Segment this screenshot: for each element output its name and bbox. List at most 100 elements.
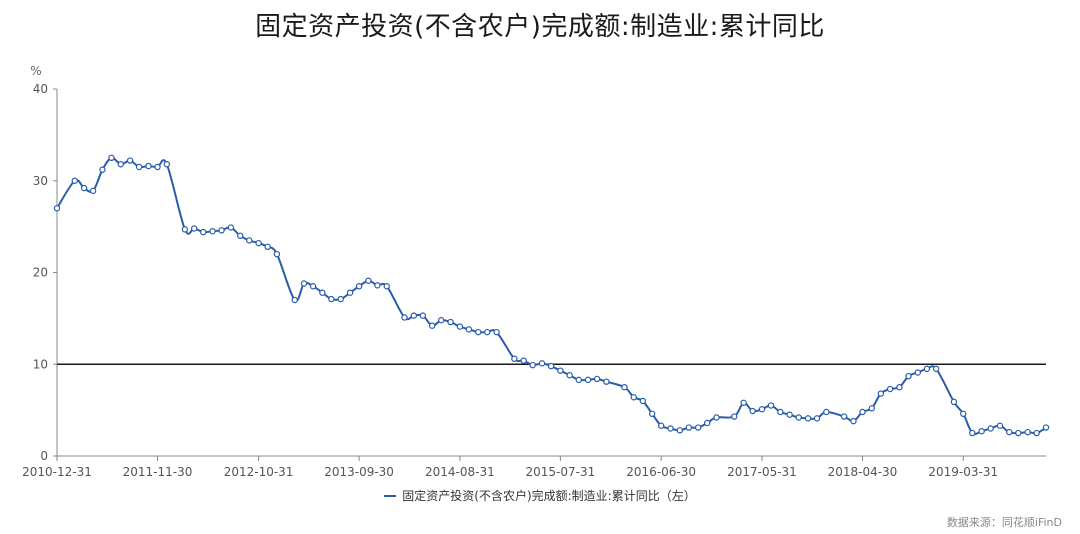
data-point [1006,428,1013,436]
data-point [218,227,225,234]
data-point [914,369,922,376]
data-point [767,402,775,409]
data-point [923,365,931,373]
data-point [337,295,344,303]
data-point [227,224,235,231]
data-point [713,414,720,421]
data-point [1042,424,1050,431]
data-point [603,378,610,385]
x-tick-label: 2014-08-31 [425,465,495,479]
data-point [365,277,372,284]
data-point [621,383,628,391]
data-point [493,328,500,336]
data-point [731,413,738,420]
data-point [740,399,747,406]
data-point [896,383,903,391]
data-point [264,243,271,251]
data-point [667,425,674,432]
data-point [429,322,436,329]
data-point [419,312,427,319]
data-point [1024,428,1031,436]
data-point [557,367,564,374]
data-point [786,411,793,418]
data-point [859,408,866,416]
legend-label: 固定资产投资(不含农户)完成额:制造业:累计同比（左） [402,489,696,503]
data-point [89,187,97,195]
data-point [657,422,665,429]
x-tick-label: 2013-09-30 [324,465,394,479]
data-point [685,424,693,431]
legend-swatch [384,494,397,497]
data-point [383,283,390,290]
data-point [593,375,601,383]
x-tick-label: 2018-04-30 [828,465,898,479]
data-point [447,318,454,326]
data-point [630,394,637,401]
data-point [135,163,143,171]
data-point [309,283,317,290]
data-point [566,372,573,379]
data-point [813,415,821,422]
data-point [886,385,894,393]
x-tick-label: 2019-03-31 [928,465,998,479]
series-group [53,154,1050,437]
data-point [804,415,812,422]
data-point [273,250,281,258]
data-point [456,323,464,330]
data-point [117,161,124,168]
data-point [978,428,985,435]
data-point [795,414,802,421]
series-line [56,156,1047,436]
x-tick-label: 2017-05-31 [727,465,797,479]
data-point [575,376,582,384]
data-point [694,424,702,431]
data-point [511,355,518,362]
data-point [475,328,482,336]
x-tick-label: 2016-06-30 [626,465,696,479]
source-note: 数据来源：同花顺iFinD [946,516,1062,529]
data-point [960,410,967,417]
chart-title: 固定资产投资(不含农户)完成额:制造业:累计同比 [255,12,825,42]
data-point [996,422,1004,429]
data-point [145,162,152,170]
data-point [987,425,994,432]
data-point [950,398,958,406]
x-tick-label: 2015-07-31 [526,465,596,479]
x-tick-label: 2010-12-31 [22,465,92,479]
x-tick-label: 2011-11-30 [123,465,193,479]
data-point [200,228,207,236]
data-point [932,365,940,373]
data-point [840,413,848,420]
y-tick-label: 30 [33,174,48,188]
data-point [676,427,684,434]
data-point [374,282,381,289]
data-point [80,184,88,192]
data-point [438,317,445,324]
data-point [99,166,106,173]
y-tick-label: 20 [33,266,48,280]
y-axis-unit-label: % [30,64,41,78]
data-point [465,326,473,333]
data-point [209,228,216,235]
data-point [181,226,189,233]
data-point [538,360,546,367]
data-point [749,407,756,415]
data-point [108,154,115,162]
data-point [905,372,912,380]
data-point [163,161,171,168]
data-point [823,408,830,416]
data-point [1015,429,1022,437]
data-point [520,357,527,364]
data-point [777,408,784,416]
data-point [355,283,363,290]
data-point [190,225,198,232]
data-point [648,410,656,417]
data-point [126,157,134,164]
data-point [1033,429,1040,437]
data-point [255,239,262,247]
x-tick-label: 2012-10-31 [224,465,294,479]
legend[interactable]: 固定资产投资(不含农户)完成额:制造业:累计同比（左） [0,487,1080,504]
data-point [877,390,885,397]
data-point [850,417,857,425]
